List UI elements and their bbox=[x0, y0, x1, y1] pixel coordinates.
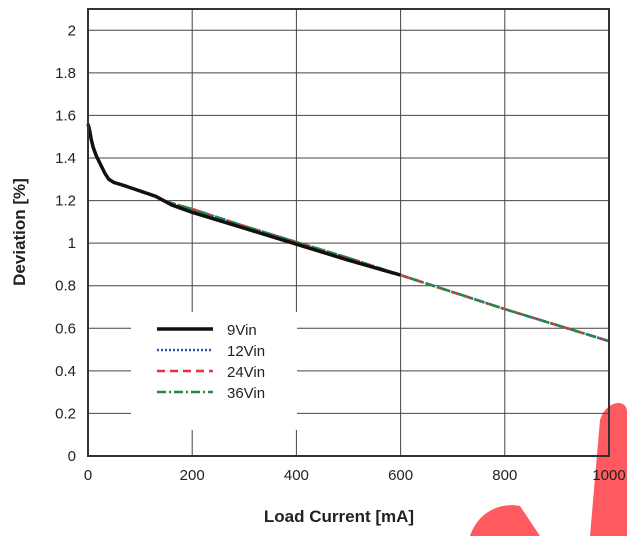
y-tick-label: 1.8 bbox=[55, 65, 76, 82]
y-tick-label: 0.2 bbox=[55, 405, 76, 422]
y-tick-label: 0.4 bbox=[55, 363, 76, 380]
y-tick-labels: 0 0.2 0.4 0.6 0.8 1 1.2 1.4 1.6 1.8 2 bbox=[55, 22, 76, 465]
x-tick-label: 1000 bbox=[592, 467, 625, 484]
y-tick-label: 0 bbox=[68, 448, 76, 465]
watermark-shape-right bbox=[590, 402, 627, 536]
y-axis-label: Deviation [%] bbox=[10, 178, 29, 286]
x-tick-label: 800 bbox=[492, 467, 517, 484]
legend-box bbox=[131, 312, 297, 430]
y-tick-label: 1.2 bbox=[55, 193, 76, 210]
x-tick-label: 200 bbox=[180, 467, 205, 484]
y-tick-label: 1 bbox=[68, 235, 76, 252]
legend: 9Vin 12Vin 24Vin 36Vin bbox=[131, 312, 297, 430]
series-line-36Vin bbox=[165, 200, 610, 343]
x-tick-label: 400 bbox=[284, 467, 309, 484]
watermark-shape bbox=[470, 402, 627, 536]
legend-label: 9Vin bbox=[227, 322, 257, 339]
series-line-9Vin bbox=[86, 123, 402, 277]
legend-label: 12Vin bbox=[227, 343, 265, 360]
plot-frame bbox=[87, 8, 610, 457]
legend-label: 36Vin bbox=[227, 385, 265, 402]
y-tick-label: 1.4 bbox=[55, 150, 76, 167]
y-tick-label: 1.6 bbox=[55, 107, 76, 124]
x-tick-labels: 0 200 400 600 800 1000 bbox=[84, 467, 626, 484]
x-axis-label: Load Current [mA] bbox=[264, 507, 414, 526]
series-layer bbox=[86, 123, 610, 343]
y-tick-label: 0.6 bbox=[55, 320, 76, 337]
watermark-shape-bottom bbox=[470, 505, 540, 536]
y-tick-label: 2 bbox=[68, 22, 76, 39]
legend-label: 24Vin bbox=[227, 364, 265, 381]
x-tick-label: 0 bbox=[84, 467, 92, 484]
y-tick-label: 0.8 bbox=[55, 278, 76, 295]
x-tick-label: 600 bbox=[388, 467, 413, 484]
